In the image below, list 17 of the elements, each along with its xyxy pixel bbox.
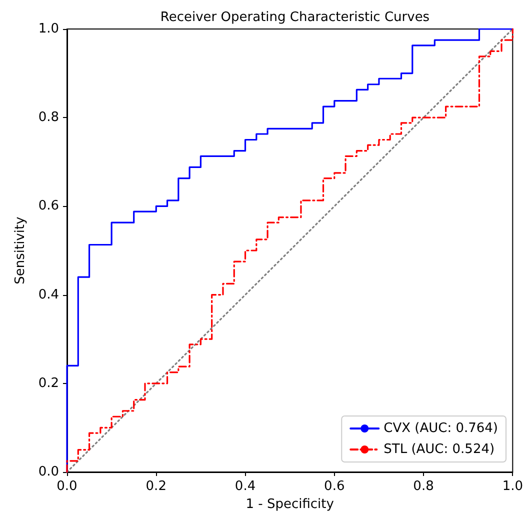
chart-title: Receiver Operating Characteristic Curves [160,10,430,25]
y-axis-title: Sensitivity [13,216,28,284]
legend-label: CVX (AUC: 0.764) [384,421,498,436]
y-tick-label: 1.0 [38,22,59,36]
x-tick-label: 1.0 [502,479,524,494]
y-tick-label: 0.2 [38,376,59,391]
y-tick-label: 0.6 [38,198,59,214]
x-tick-label: 0.0 [56,479,78,494]
y-tick-label: 0.0 [38,464,59,480]
x-tick-label: 0.4 [234,479,256,494]
x-axis-title: 1 - Specificity [246,496,334,512]
y-tick-label: 0.8 [38,110,59,126]
legend-label: STL (AUC: 0.524) [384,442,495,457]
x-tick-label: 0.6 [324,479,345,494]
x-tick-label: 0.2 [146,479,166,494]
x-tick-label: 0.8 [413,479,434,494]
y-tick-label: 0.4 [38,287,59,302]
